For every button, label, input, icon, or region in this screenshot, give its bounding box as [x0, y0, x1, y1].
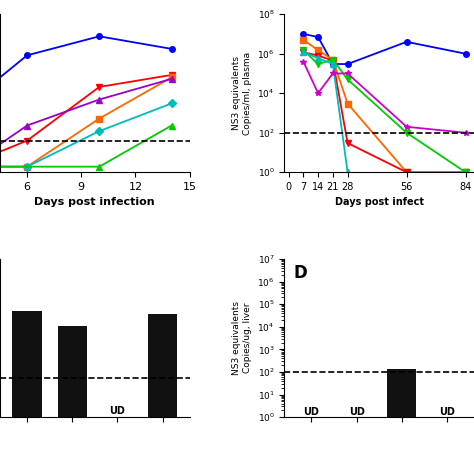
Text: UD: UD: [439, 407, 455, 417]
Y-axis label: NS3 equivalents
Copies/ug, liver: NS3 equivalents Copies/ug, liver: [232, 301, 252, 375]
Bar: [387, 369, 417, 474]
X-axis label: Days post infect: Days post infect: [335, 198, 424, 208]
X-axis label: Days post infection: Days post infection: [35, 198, 155, 208]
Bar: [12, 310, 42, 474]
Text: UD: UD: [349, 407, 365, 417]
Text: UD: UD: [303, 407, 319, 417]
Bar: [57, 326, 87, 474]
Text: UD: UD: [109, 406, 125, 416]
Bar: [148, 314, 177, 474]
Y-axis label: NS3 equivalents
Copies/ml, plasma: NS3 equivalents Copies/ml, plasma: [232, 52, 252, 135]
Text: D: D: [294, 264, 308, 282]
